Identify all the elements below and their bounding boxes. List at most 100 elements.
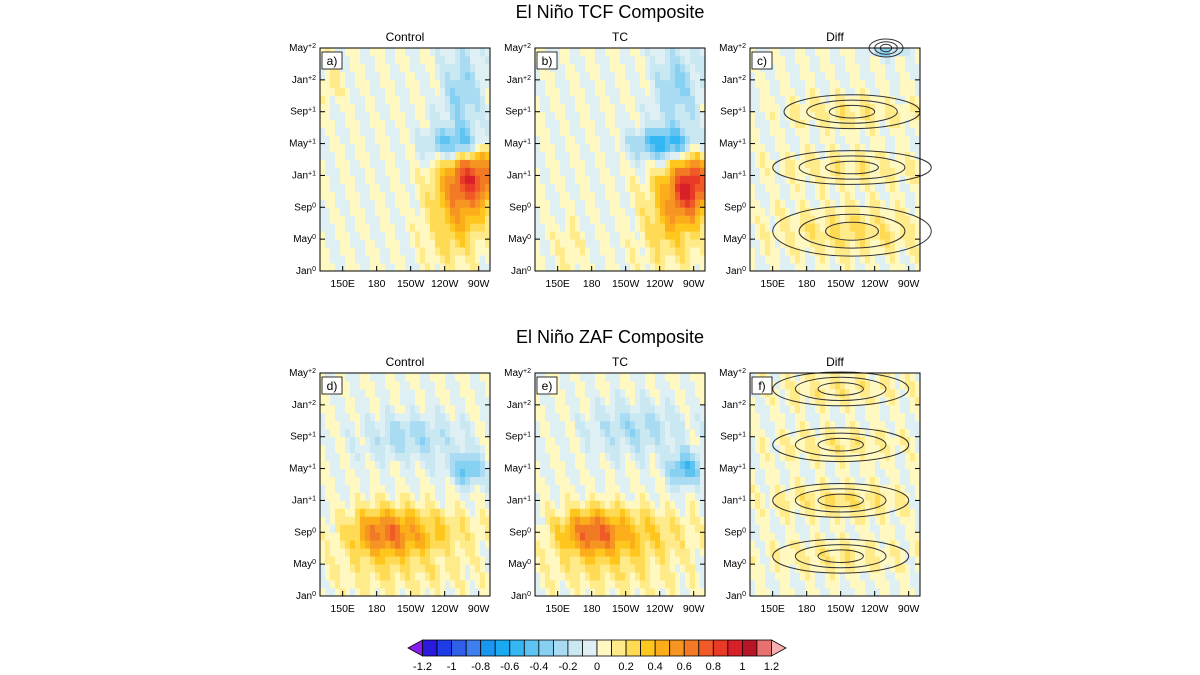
heatmap-cell [370, 87, 376, 97]
heatmap-cell [670, 159, 676, 168]
heatmap-cell [680, 476, 686, 485]
heatmap-cell [405, 460, 411, 469]
heatmap-cell [460, 540, 466, 549]
heatmap-cell [485, 380, 490, 390]
heatmap-cell [360, 111, 366, 121]
heatmap-cell [685, 548, 691, 557]
heatmap-cell [650, 428, 656, 438]
heatmap-cell [570, 564, 576, 573]
heatmap-cell [485, 111, 490, 121]
heatmap-cell [680, 199, 686, 208]
heatmap-cell [815, 119, 821, 129]
heatmap-cell [350, 524, 356, 533]
heatmap-cell [845, 239, 851, 248]
heatmap-cell [545, 492, 551, 501]
heatmap-cell [365, 468, 371, 477]
heatmap-cell [830, 151, 836, 160]
heatmap-cell [595, 199, 601, 208]
heatmap-cell [650, 111, 656, 121]
heatmap-cell [575, 223, 581, 232]
heatmap-cell [620, 540, 626, 549]
heatmap-cell [870, 111, 876, 121]
heatmap-cell [615, 207, 621, 216]
heatmap-cell [670, 143, 676, 152]
heatmap-cell [610, 492, 616, 501]
heatmap-cell [840, 247, 846, 256]
heatmap-cell [670, 263, 676, 271]
heatmap-cell [360, 460, 366, 469]
heatmap-cell [860, 207, 866, 216]
heatmap-cell [800, 199, 806, 208]
heatmap-cell [580, 103, 586, 113]
y-tick-label: Jan+2 [292, 399, 316, 411]
heatmap-cell [470, 524, 476, 533]
heatmap-cell [775, 151, 781, 160]
heatmap-cell [600, 87, 606, 97]
heatmap-cell [465, 127, 471, 136]
heatmap-cell [605, 63, 611, 73]
heatmap-cell [460, 548, 466, 557]
heatmap-cell [630, 71, 636, 81]
heatmap-cell [755, 247, 761, 256]
heatmap-cell [880, 103, 886, 113]
heatmap-cells [750, 373, 920, 596]
heatmap-cell [890, 159, 896, 168]
heatmap-cell [635, 48, 641, 57]
heatmap-cell [605, 468, 611, 477]
heatmap-cell [760, 263, 766, 271]
heatmap-cell [605, 183, 611, 192]
heatmap-cell [860, 255, 866, 264]
heatmap-cell [445, 239, 451, 248]
heatmap-cell [545, 159, 551, 168]
heatmap-cell [475, 87, 481, 97]
heatmap-cell [765, 135, 771, 144]
heatmap-cell [635, 436, 641, 446]
heatmap-cell [560, 468, 566, 477]
heatmap-cell [460, 183, 466, 192]
heatmap-cell [605, 199, 611, 208]
heatmap-cell [770, 151, 776, 160]
heatmap-cell [660, 524, 666, 533]
heatmap-cell [640, 143, 646, 152]
heatmap-cell [780, 263, 786, 271]
heatmap-cell [630, 263, 636, 271]
heatmap-cell [630, 231, 636, 240]
heatmap-cell [430, 476, 436, 485]
heatmap-cell [535, 444, 541, 454]
heatmap-cell [575, 255, 581, 264]
heatmap-cell [675, 388, 681, 398]
heatmap-cell [655, 373, 661, 382]
heatmap-cell [320, 103, 326, 113]
heatmap-cell [585, 492, 591, 501]
heatmap-cell [860, 111, 866, 121]
heatmap-cell [795, 63, 801, 73]
heatmap-cell [870, 87, 876, 97]
heatmap-cell [835, 55, 841, 65]
heatmap-cell [340, 215, 346, 224]
heatmap-cell [425, 263, 431, 271]
heatmap-cell [650, 255, 656, 264]
heatmap-cell [435, 207, 441, 216]
heatmap-cell [780, 55, 786, 65]
heatmap-cell [605, 516, 611, 525]
heatmap-cell [415, 516, 421, 525]
heatmap-cell [420, 263, 426, 271]
heatmap-cell [620, 420, 626, 430]
heatmap-cell [420, 412, 426, 422]
heatmap-cell [360, 207, 366, 216]
heatmap-cell [890, 87, 896, 97]
heatmap-cell [855, 143, 861, 152]
heatmap-cell [665, 103, 671, 113]
heatmap-cell [580, 548, 586, 557]
heatmap-cell [480, 460, 486, 469]
heatmap-cell [685, 48, 691, 57]
heatmap-cell [455, 207, 461, 216]
heatmap-cell [450, 548, 456, 557]
heatmap-cell [860, 239, 866, 248]
heatmap-cell [545, 548, 551, 557]
heatmap-cell [430, 207, 436, 216]
heatmap-cell [375, 175, 381, 184]
heatmap-cell [585, 135, 591, 144]
heatmap-cell [420, 468, 426, 477]
heatmap-cell [900, 231, 906, 240]
